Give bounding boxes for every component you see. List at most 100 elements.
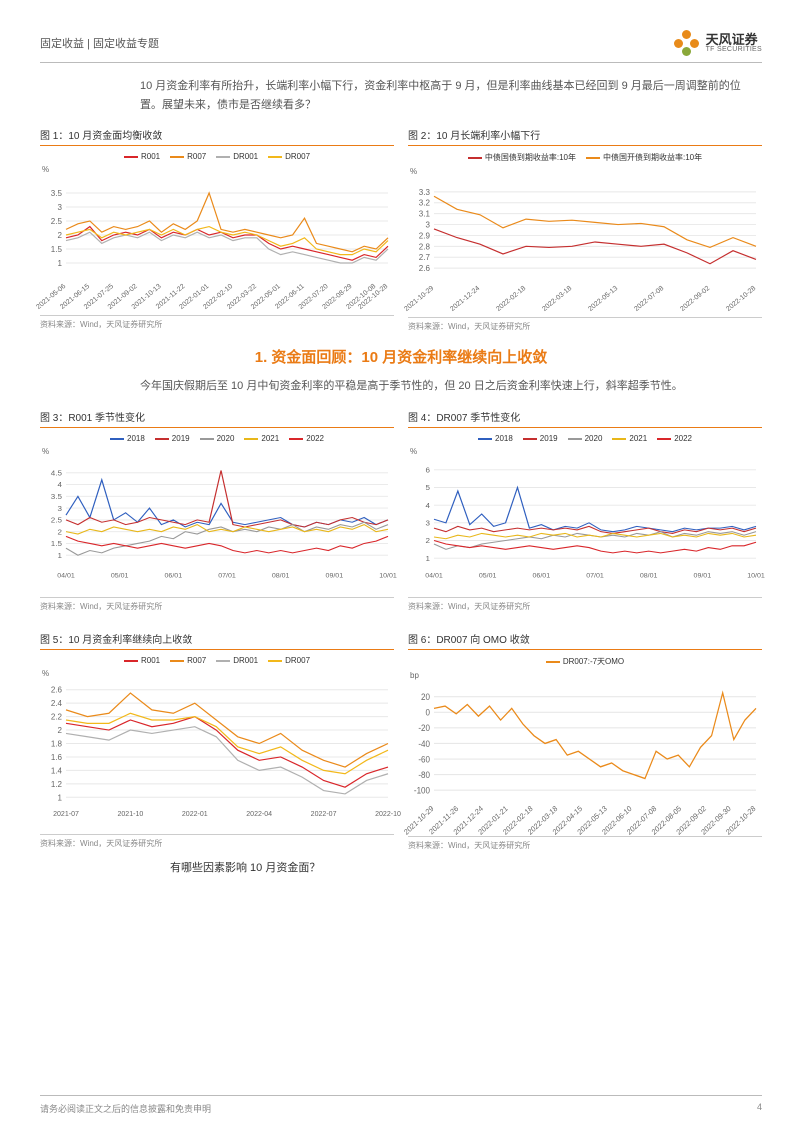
svg-text:3: 3	[57, 203, 62, 212]
logo-en: TF SECURITIES	[706, 46, 762, 53]
svg-text:2021-10-29: 2021-10-29	[403, 285, 435, 313]
chart-6-title: 图 6：DR007 向 OMO 收敛	[408, 628, 762, 650]
svg-text:09/01: 09/01	[326, 573, 344, 580]
svg-text:1: 1	[425, 554, 429, 562]
chart-5: 图 5：10 月资金利率继续向上收敛 R001R007DR001DR007 % …	[40, 628, 394, 851]
svg-text:2022-07-08: 2022-07-08	[633, 285, 665, 313]
chart-4-legend: 20182019202020212022	[408, 432, 762, 445]
svg-text:1: 1	[57, 259, 62, 268]
brand-logo: 天风证券 TF SECURITIES	[674, 30, 762, 56]
svg-text:09/01: 09/01	[694, 573, 712, 580]
svg-text:-40: -40	[418, 738, 430, 749]
svg-text:1.8: 1.8	[51, 740, 63, 749]
chart-6-ylabel: bp	[410, 671, 419, 680]
question-text: 有哪些因素影响 10 月资金面？	[40, 859, 762, 875]
svg-text:2022-07: 2022-07	[311, 811, 337, 818]
section-1-body: 今年国庆假期后至 10 月中旬资金利率的平稳是高于季节性的，但 20 日之后资金…	[40, 377, 762, 396]
chart-1-source: 资料来源：Wind，天风证券研究所	[40, 315, 394, 330]
chart-4: 图 4：DR007 季节性变化 20182019202020212022 % 1…	[408, 406, 762, 612]
page-number: 4	[757, 1102, 762, 1115]
svg-text:2.6: 2.6	[51, 686, 63, 695]
chart-3-source: 资料来源：Wind，天风证券研究所	[40, 597, 394, 612]
chart-2-legend: 中债国债到期收益率:10年中债国开债到期收益率:10年	[408, 150, 762, 165]
svg-text:04/01: 04/01	[425, 573, 443, 580]
svg-text:06/01: 06/01	[165, 573, 183, 580]
svg-text:1.5: 1.5	[51, 245, 63, 254]
svg-text:3.1: 3.1	[419, 210, 431, 219]
chart-1-title: 图 1：10 月资金面均衡收敛	[40, 124, 394, 146]
svg-text:3: 3	[425, 221, 430, 230]
chart-3: 图 3：R001 季节性变化 20182019202020212022 % 11…	[40, 406, 394, 612]
svg-text:3.5: 3.5	[51, 493, 62, 501]
svg-text:4: 4	[57, 481, 61, 489]
svg-text:2021-07: 2021-07	[53, 811, 79, 818]
chart-1: 图 1：10 月资金面均衡收敛 R001R007DR001DR007 % 11.…	[40, 124, 394, 332]
svg-text:5: 5	[425, 484, 429, 492]
svg-text:2022-03-18: 2022-03-18	[541, 285, 573, 313]
svg-text:3: 3	[425, 519, 429, 527]
chart-2-title: 图 2：10 月长端利率小幅下行	[408, 124, 762, 146]
svg-text:05/01: 05/01	[111, 573, 129, 580]
svg-text:2022-05-13: 2022-05-13	[587, 285, 619, 313]
chart-5-source: 资料来源：Wind，天风证券研究所	[40, 834, 394, 849]
svg-text:2021-12-24: 2021-12-24	[449, 285, 481, 313]
svg-text:2022-10-28: 2022-10-28	[725, 285, 757, 313]
svg-text:1.5: 1.5	[51, 540, 62, 548]
chart-1-legend: R001R007DR001DR007	[40, 150, 394, 163]
logo-cn: 天风证券	[706, 33, 762, 46]
svg-text:08/01: 08/01	[640, 573, 658, 580]
svg-text:2.8: 2.8	[419, 243, 431, 252]
chart-3-legend: 20182019202020212022	[40, 432, 394, 445]
svg-text:3.2: 3.2	[419, 199, 431, 208]
svg-text:4: 4	[425, 501, 429, 509]
svg-text:2: 2	[425, 537, 429, 545]
svg-text:6: 6	[425, 466, 429, 474]
chart-4-title: 图 4：DR007 季节性变化	[408, 406, 762, 428]
chart-2-ylabel: %	[410, 167, 417, 176]
svg-text:07/01: 07/01	[586, 573, 604, 580]
page-footer: 请务必阅读正文之后的信息披露和免责申明 4	[40, 1095, 762, 1115]
svg-text:3: 3	[57, 504, 61, 512]
svg-text:2022-04: 2022-04	[246, 811, 272, 818]
page-header: 固定收益 | 固定收益专题 天风证券 TF SECURITIES	[40, 30, 762, 63]
svg-text:2022-02-18: 2022-02-18	[495, 285, 527, 313]
svg-text:2.2: 2.2	[51, 713, 63, 722]
svg-text:-60: -60	[418, 754, 430, 765]
svg-text:-20: -20	[418, 723, 430, 734]
svg-text:2.6: 2.6	[419, 265, 431, 274]
intro-text: 10 月资金利率有所抬升，长端利率小幅下行，资金利率中枢高于 9 月，但是利率曲…	[40, 77, 762, 114]
section-1-heading: 1. 资金面回顾：10 月资金利率继续向上收敛	[40, 346, 762, 367]
svg-text:4.5: 4.5	[51, 469, 62, 477]
chart-3-ylabel: %	[42, 447, 49, 456]
svg-text:2.5: 2.5	[51, 217, 63, 226]
svg-text:1.2: 1.2	[51, 780, 63, 789]
chart-4-ylabel: %	[410, 447, 417, 456]
svg-text:3.5: 3.5	[51, 189, 63, 198]
logo-icon	[674, 30, 700, 56]
svg-text:2: 2	[57, 231, 62, 240]
svg-text:2021-10: 2021-10	[117, 811, 143, 818]
chart-5-title: 图 5：10 月资金利率继续向上收敛	[40, 628, 394, 650]
svg-text:10/01: 10/01	[747, 573, 765, 580]
svg-text:1.4: 1.4	[51, 766, 63, 775]
svg-text:0: 0	[425, 707, 430, 718]
svg-text:20: 20	[421, 692, 430, 703]
chart-6: 图 6：DR007 向 OMO 收敛 DR007:-7天OMO bp -100-…	[408, 628, 762, 851]
svg-text:2022-10: 2022-10	[375, 811, 401, 818]
svg-text:2: 2	[57, 726, 62, 735]
chart-2: 图 2：10 月长端利率小幅下行 中债国债到期收益率:10年中债国开债到期收益率…	[408, 124, 762, 332]
svg-text:2.5: 2.5	[51, 516, 62, 524]
chart-6-legend: DR007:-7天OMO	[408, 654, 762, 669]
svg-text:1.6: 1.6	[51, 753, 63, 762]
chart-5-ylabel: %	[42, 669, 49, 678]
svg-text:2022-01: 2022-01	[182, 811, 208, 818]
svg-text:2.9: 2.9	[419, 232, 431, 241]
svg-text:1: 1	[57, 793, 62, 802]
svg-text:2: 2	[57, 528, 61, 536]
svg-text:3.3: 3.3	[419, 188, 431, 197]
svg-text:2022-09-02: 2022-09-02	[679, 285, 711, 313]
chart-2-source: 资料来源：Wind，天风证券研究所	[408, 317, 762, 332]
svg-text:2.7: 2.7	[419, 254, 431, 263]
svg-text:08/01: 08/01	[272, 573, 290, 580]
chart-4-source: 资料来源：Wind，天风证券研究所	[408, 597, 762, 612]
